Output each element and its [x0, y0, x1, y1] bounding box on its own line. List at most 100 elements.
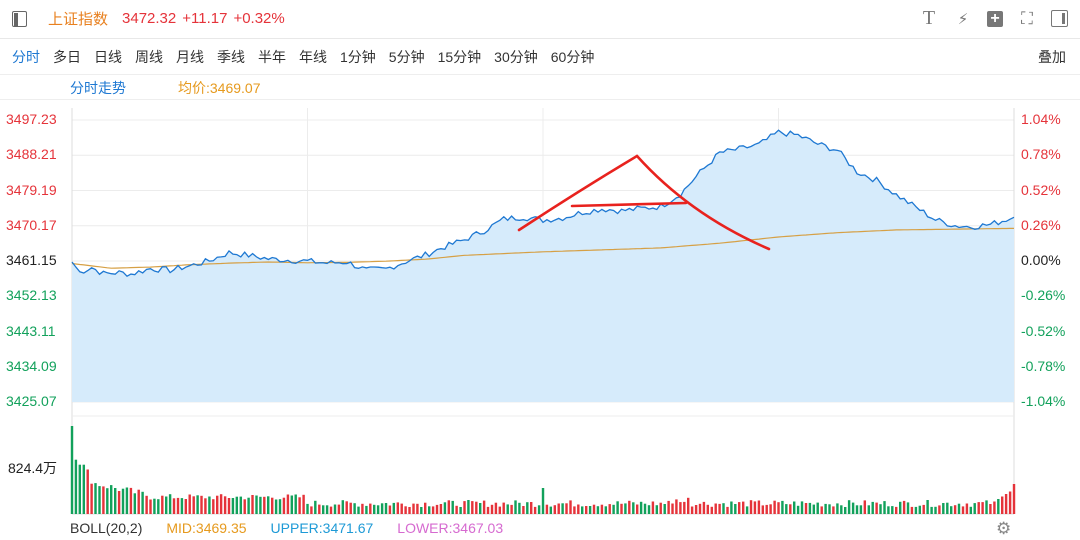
volume-bar [922, 504, 925, 514]
volume-bar [94, 483, 97, 514]
volume-bar [1004, 494, 1008, 514]
volume-bar [188, 494, 191, 514]
volume-bar [581, 506, 584, 514]
boll-lower: LOWER:3467.03 [397, 520, 504, 536]
tab-period-7[interactable]: 年线 [299, 49, 327, 65]
pct-tick-label: 0.26% [1021, 216, 1061, 233]
volume-bar [180, 498, 184, 514]
volume-bar [369, 503, 372, 514]
volume-bar [494, 502, 498, 514]
volume-bar [176, 497, 180, 514]
volume-bar [447, 500, 451, 514]
volume-bar [930, 506, 933, 514]
volume-bar [439, 504, 443, 514]
volume-bar [431, 506, 435, 514]
gear-icon[interactable]: ⚙ [996, 519, 1012, 538]
volume-bar [435, 504, 439, 514]
price-tick-label: 3488.21 [6, 146, 57, 163]
volume-bar [227, 498, 231, 514]
volume-bar [585, 506, 588, 514]
volume-bar [957, 503, 961, 514]
volume-bar [573, 506, 576, 514]
volume-bar [459, 507, 462, 514]
volume-bar [86, 469, 89, 514]
volume-bar [420, 507, 423, 514]
tab-period-6[interactable]: 半年 [258, 49, 286, 65]
volume-bar [604, 506, 608, 514]
volume-bar [274, 499, 278, 514]
volume-bar [973, 503, 976, 514]
volume-bar [98, 486, 101, 514]
volume-bar [969, 506, 973, 514]
volume-bar [698, 503, 702, 514]
volume-bar [243, 499, 246, 514]
volume-bar [785, 504, 788, 514]
volume-bar [565, 503, 568, 514]
volume-bar [537, 505, 541, 514]
volume-bar [223, 496, 227, 514]
volume-bar [361, 503, 364, 514]
volume-bar [789, 504, 792, 514]
volume-bar [557, 503, 560, 514]
volume-bar [687, 497, 690, 514]
volume-bar [541, 488, 545, 514]
volume-bar [667, 500, 670, 514]
add-icon[interactable]: + [987, 10, 1003, 27]
volume-bar [286, 494, 290, 514]
volume-bar [899, 501, 902, 514]
volume-bar [216, 495, 219, 514]
volume-bar [443, 502, 447, 514]
volume-bar [121, 488, 125, 514]
fullscreen-icon[interactable]: ⛶ [1021, 8, 1033, 28]
volume-bar [914, 506, 918, 514]
avg-price-value: 3469.07 [209, 80, 261, 96]
tab-period-9[interactable]: 5分钟 [388, 49, 425, 65]
chart-title[interactable]: 分时走势 [70, 80, 126, 96]
tab-period-8[interactable]: 1分钟 [340, 49, 376, 65]
volume-bar [722, 503, 725, 514]
volume-bar [294, 494, 297, 514]
volume-bar [659, 502, 662, 514]
tab-period-2[interactable]: 日线 [94, 49, 122, 65]
tab-period-4[interactable]: 月线 [176, 49, 204, 65]
tab-period-0[interactable]: 分时 [12, 49, 40, 65]
volume-bar [745, 506, 749, 514]
boll-name[interactable]: BOLL(20,2) [70, 520, 143, 536]
volume-bar [310, 506, 313, 514]
volume-bar [812, 504, 816, 514]
volume-bar [247, 497, 250, 514]
volume-bar [373, 504, 376, 514]
volume-bar [643, 503, 647, 514]
tab-period-10[interactable]: 15分钟 [437, 49, 482, 65]
maximize-icon[interactable] [1051, 10, 1068, 27]
text-icon[interactable]: T [922, 7, 936, 29]
tab-period-12[interactable]: 60分钟 [550, 49, 595, 65]
volume-bar [74, 459, 78, 514]
chart-subheader: 分时走势 均价:3469.07 [0, 74, 1080, 100]
volume-bar [663, 504, 666, 514]
overlay-button[interactable]: 叠加 [1038, 49, 1066, 65]
volume-bar [479, 503, 482, 514]
volume-bar [592, 504, 596, 514]
price-line [71, 129, 1015, 278]
avg-price-label: 均价: [178, 80, 210, 96]
lightning-icon[interactable]: ⚡ [957, 10, 969, 28]
tab-period-3[interactable]: 周线 [135, 49, 163, 65]
volume-bar [365, 505, 368, 514]
volume-bar [149, 499, 152, 514]
tab-period-1[interactable]: 多日 [53, 49, 81, 65]
volume-bar [514, 500, 517, 514]
volume-bar [985, 500, 988, 514]
volume-bar [322, 505, 325, 514]
volume-bar [989, 504, 992, 514]
volume-bar [824, 503, 827, 514]
tab-period-5[interactable]: 季线 [217, 49, 245, 65]
volume-bar [934, 506, 937, 514]
tab-period-11[interactable]: 30分钟 [494, 49, 538, 65]
volume-bar [616, 501, 619, 514]
volume-bar [600, 504, 604, 514]
sidebar-toggle-icon[interactable] [12, 10, 28, 27]
volume-bar [502, 502, 505, 514]
volume-bar [318, 504, 321, 514]
volume-bar [757, 500, 761, 514]
